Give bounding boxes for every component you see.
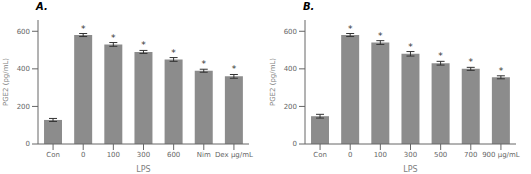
svg-text:PGE2 (pg/mL): PGE2 (pg/mL): [8, 58, 10, 106]
svg-text:*: *: [348, 24, 353, 34]
svg-text:*: *: [499, 66, 504, 76]
svg-text:Nim: Nim: [197, 151, 211, 159]
svg-text:*: *: [141, 40, 146, 50]
svg-text:200: 200: [284, 103, 297, 111]
svg-text:*: *: [171, 48, 176, 58]
svg-text:*: *: [468, 57, 473, 67]
svg-text:0: 0: [293, 140, 297, 148]
svg-text:PGE2 (pg/mL): PGE2 (pg/mL): [269, 58, 277, 106]
svg-text:*: *: [408, 42, 413, 52]
svg-text:Con: Con: [313, 151, 327, 159]
html-text:B.: B.: [303, 1, 315, 12]
svg-text:400: 400: [284, 65, 297, 73]
svg-text:700: 700: [464, 151, 477, 159]
svg-text:LPS: LPS: [403, 165, 417, 174]
svg-text:900 μg/mL: 900 μg/mL: [482, 151, 520, 159]
svg-text:400: 400: [17, 65, 30, 73]
svg-text:*: *: [378, 31, 383, 41]
svg-text:600: 600: [284, 28, 297, 36]
svg-text:100: 100: [107, 151, 120, 159]
svg-text:600: 600: [167, 151, 180, 159]
svg-text:*: *: [81, 24, 86, 34]
svg-text:100: 100: [374, 151, 387, 159]
svg-text:Dex μg/mL: Dex μg/mL: [215, 151, 253, 159]
svg-text:0: 0: [348, 151, 352, 159]
html-text:A.: A.: [36, 1, 48, 12]
svg-text:*: *: [232, 64, 237, 74]
svg-text:600: 600: [17, 28, 30, 36]
svg-text:500: 500: [434, 151, 447, 159]
svg-text:Con: Con: [46, 151, 60, 159]
svg-text:0: 0: [81, 151, 85, 159]
svg-text:300: 300: [137, 151, 150, 159]
svg-text:200: 200: [17, 103, 30, 111]
svg-text:*: *: [111, 33, 116, 43]
svg-text:0: 0: [26, 140, 30, 148]
svg-text:300: 300: [404, 151, 417, 159]
svg-text:*: *: [438, 51, 443, 61]
svg-text:*: *: [201, 59, 206, 69]
svg-text:LPS: LPS: [136, 165, 150, 174]
